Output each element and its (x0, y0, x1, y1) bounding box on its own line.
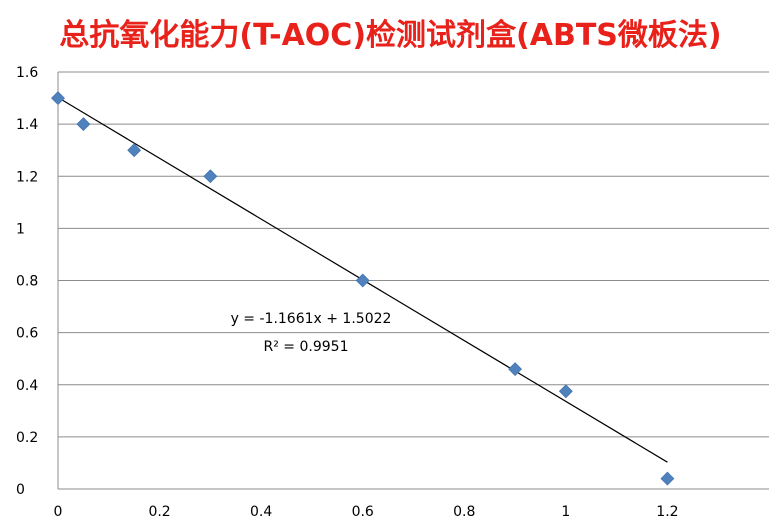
data-point (127, 143, 142, 158)
y-tick-label: 0.4 (16, 378, 38, 394)
y-tick-label: 1.2 (16, 169, 38, 185)
x-tick-label: 0 (54, 504, 63, 520)
y-tick-label: 0 (16, 482, 25, 498)
gridlines (58, 71, 769, 438)
x-tick-label: 1.2 (656, 504, 678, 520)
chart-title: 总抗氧化能力(T-AOC)检测试剂盒(ABTS微板法) (59, 18, 722, 53)
data-point (355, 273, 370, 288)
y-tick-label: 0.8 (16, 274, 38, 290)
axes: 0 0.2 0.4 0.6 0.8 1 1.2 1.4 1.6 0 0.2 0.4 0.6 0.8 1 1.2 (16, 65, 769, 520)
x-tick-label: 0.8 (453, 504, 475, 520)
y-tick-label: 1.6 (16, 65, 38, 81)
data-point (508, 362, 522, 377)
r-squared-label: R² = 0.9951 (264, 339, 349, 355)
regression-equation: y = -1.1661x + 1.5022 (231, 311, 392, 327)
y-tick-label: 0.6 (16, 326, 38, 342)
x-tick-label: 0.2 (148, 504, 170, 520)
y-tick-label: 0.2 (16, 430, 38, 446)
x-tick-label: 0.6 (352, 504, 374, 520)
y-tick-label: 1 (16, 221, 25, 237)
data-point (76, 117, 91, 132)
x-tick-label: 0.4 (250, 504, 272, 520)
data-point (558, 384, 573, 399)
data-point (203, 169, 218, 184)
data-point (660, 471, 675, 486)
data-points (51, 91, 675, 486)
annotations: y = -1.1661x + 1.5022 R² = 0.9951 (231, 311, 392, 355)
y-tick-label: 1.4 (16, 117, 38, 133)
x-tick-label: 1 (561, 504, 570, 520)
data-point (51, 91, 65, 105)
